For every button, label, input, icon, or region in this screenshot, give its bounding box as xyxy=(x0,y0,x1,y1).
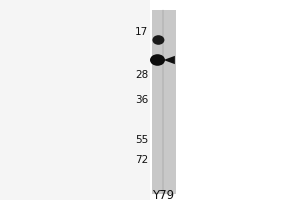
Polygon shape xyxy=(164,56,175,64)
Bar xyxy=(152,10,176,194)
Text: 28: 28 xyxy=(135,70,148,80)
Text: 36: 36 xyxy=(135,95,148,105)
Bar xyxy=(0,0,150,200)
Ellipse shape xyxy=(150,54,165,66)
Text: 17: 17 xyxy=(135,27,148,37)
Text: 55: 55 xyxy=(135,135,148,145)
Text: 72: 72 xyxy=(135,155,148,165)
Text: Y79: Y79 xyxy=(152,189,175,200)
Ellipse shape xyxy=(152,35,164,45)
